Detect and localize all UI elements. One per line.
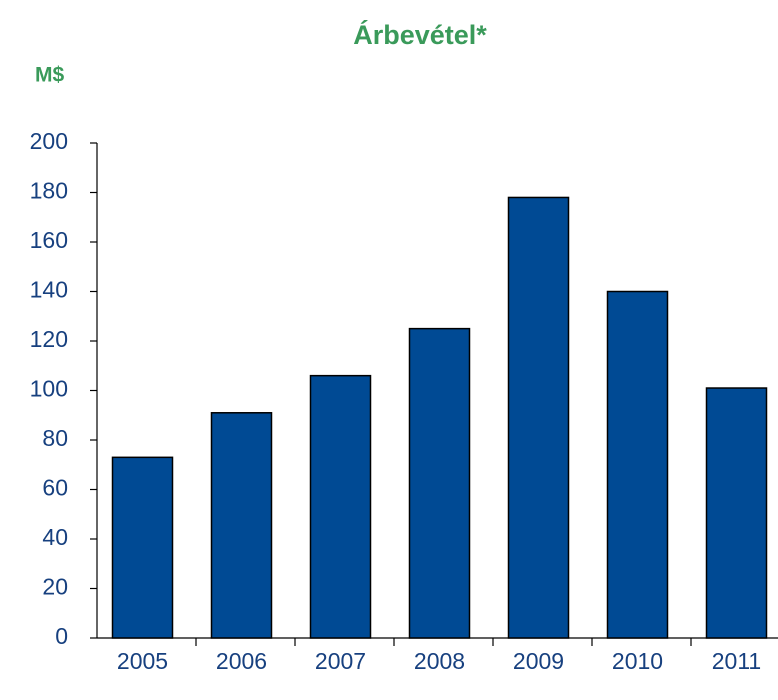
x-tick-label: 2010 — [612, 648, 663, 674]
y-tick-label: 80 — [42, 425, 68, 451]
x-tick-label: 2011 — [712, 648, 761, 674]
bar — [309, 374, 372, 639]
y-tick-label: 100 — [30, 376, 68, 402]
x-tick-label: 2009 — [513, 648, 564, 674]
x-tick-label: 2007 — [315, 648, 366, 674]
y-tick-label: 0 — [55, 623, 68, 649]
x-tick-label: 2008 — [414, 648, 465, 674]
y-tick-label: 140 — [30, 277, 68, 303]
x-tick-label: 2005 — [117, 648, 168, 674]
bar — [507, 196, 570, 639]
bar — [606, 290, 669, 639]
chart-title: Árbevétel* — [353, 19, 487, 50]
y-tick-label: 160 — [30, 227, 68, 253]
y-tick-label: 180 — [30, 178, 68, 204]
x-tick-label: 2006 — [216, 648, 267, 674]
y-tick-label: 120 — [30, 326, 68, 352]
bar — [111, 456, 174, 639]
y-tick-label: 40 — [42, 524, 68, 550]
bar — [408, 327, 471, 639]
y-axis-label: M$ — [35, 64, 64, 87]
y-tick-label: 20 — [42, 574, 68, 600]
y-tick-label: 60 — [42, 475, 68, 501]
bar — [705, 387, 768, 639]
bar — [210, 412, 273, 639]
y-tick-label: 200 — [30, 128, 68, 154]
